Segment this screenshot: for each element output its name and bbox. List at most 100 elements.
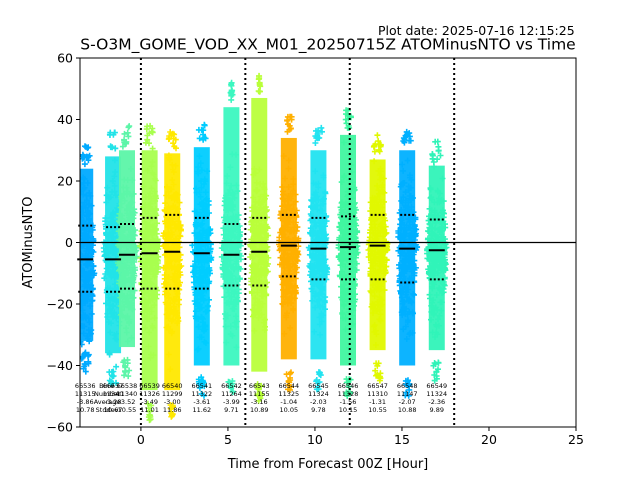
y-axis-label: ATOMinusNTO (21, 196, 36, 288)
bin-id: 66549 (426, 382, 447, 390)
bin-count: 11325 (278, 390, 299, 398)
bin-count: 11326 (139, 390, 160, 398)
bin-stddev: 10.67 (104, 406, 123, 414)
plot-clip-group (80, 72, 450, 424)
y-tick-label: 40 (57, 112, 73, 127)
bin-mean: -3.49 (141, 398, 158, 406)
point-cloud-bin-66546 (335, 107, 361, 399)
bin-mean: -1.56 (340, 398, 357, 406)
point-cloud-bin-66541 (189, 121, 215, 399)
bin-mean: -3.99 (223, 398, 240, 406)
y-tick-label: 20 (57, 174, 73, 189)
bin-mean: -3.28 (105, 398, 122, 406)
axes: 0 5 10 15 20 25 −60 −40 −20 0 20 40 60 (47, 51, 584, 448)
chart-title: S-O3M_GOME_VOD_XX_M01_20250715Z ATOMinus… (80, 36, 575, 55)
bin-stddev: 9.78 (311, 406, 325, 414)
x-tick-label: 0 (137, 432, 145, 447)
bin-count: 11147 (397, 390, 418, 398)
dense-core (310, 150, 327, 360)
y-tick-label: −60 (47, 420, 73, 435)
bin-stddev: 10.78 (76, 406, 95, 414)
bin-id: 66542 (221, 382, 242, 390)
bin-legend-label: Number (94, 390, 120, 398)
bin-stddev: 9.71 (224, 406, 238, 414)
bin-mean: -2.07 (399, 398, 416, 406)
point-cloud-bin-66543 (247, 72, 272, 404)
bin-stddev: 10.15 (339, 406, 358, 414)
bin-legend-label: Stddev (96, 406, 119, 414)
bin-id: 66547 (367, 382, 388, 390)
bin-count: 11324 (426, 390, 447, 398)
bin-count: 11328 (338, 390, 359, 398)
x-tick-label: 5 (224, 432, 232, 447)
bin-id: 66540 (162, 382, 183, 390)
point-cloud-bin-66538 (114, 123, 140, 380)
point-cloud-bin-66544 (276, 113, 302, 393)
dense-core (141, 150, 158, 391)
dense-core (193, 147, 210, 366)
dense-core (80, 168, 94, 341)
bin-id: 66536 (75, 382, 96, 390)
bin-mean: -1.04 (280, 398, 297, 406)
point-cloud-bin-66547 (365, 132, 391, 384)
x-tick-label: 25 (568, 432, 584, 447)
bin-count: 11315 (75, 390, 96, 398)
y-tick-label: −40 (47, 358, 73, 373)
dense-core (399, 150, 416, 366)
bin-stddev: 11.86 (163, 406, 182, 414)
bin-count: 11324 (308, 390, 329, 398)
bin-id: 66539 (139, 382, 160, 390)
dense-core (251, 97, 268, 372)
dense-core (280, 137, 297, 360)
bin-id: 66544 (278, 382, 299, 390)
dense-core (340, 134, 357, 366)
bin-id: 66541 (191, 382, 212, 390)
point-cloud-bin-66539 (137, 122, 163, 424)
dense-core (164, 153, 181, 391)
bin-id: 66548 (397, 382, 418, 390)
bin-mean: -2.36 (428, 398, 445, 406)
bin-stddev: 9.89 (430, 406, 444, 414)
x-tick-label: 10 (307, 432, 323, 447)
bin-id: 66543 (249, 382, 270, 390)
y-tick-label: 0 (65, 235, 73, 250)
bin-count: 11264 (221, 390, 242, 398)
bin-id: 66538 (117, 382, 138, 390)
bin-stddev: 10.55 (118, 406, 137, 414)
dense-core (105, 156, 122, 354)
bin-stddev: 10.55 (368, 406, 387, 414)
bin-id: 66546 (338, 382, 359, 390)
y-tick-label: −20 (47, 297, 73, 312)
bin-mean: -3.00 (164, 398, 181, 406)
bin-mean: -3.61 (193, 398, 210, 406)
bin-mean: -3.86 (77, 398, 94, 406)
bin-count: 11322 (191, 390, 212, 398)
bin-mean: -3.16 (251, 398, 268, 406)
bin-id: 66537 (103, 382, 124, 390)
bin-count: 11340 (117, 390, 138, 398)
bin-mean: -1.31 (369, 398, 386, 406)
point-cloud-bin-66545 (305, 124, 331, 393)
point-cloud-bin-66542 (218, 79, 244, 395)
bin-stddev: 11.62 (193, 406, 212, 414)
point-cloud-bin-66540 (160, 129, 185, 420)
dense-core (223, 107, 240, 366)
bin-count: 11299 (162, 390, 183, 398)
bin-stddev: 11.01 (140, 406, 159, 414)
bin-legend-label: Bin# (99, 382, 115, 390)
plot-date: Plot date: 2025-07-16 12:15:25 (378, 23, 575, 38)
